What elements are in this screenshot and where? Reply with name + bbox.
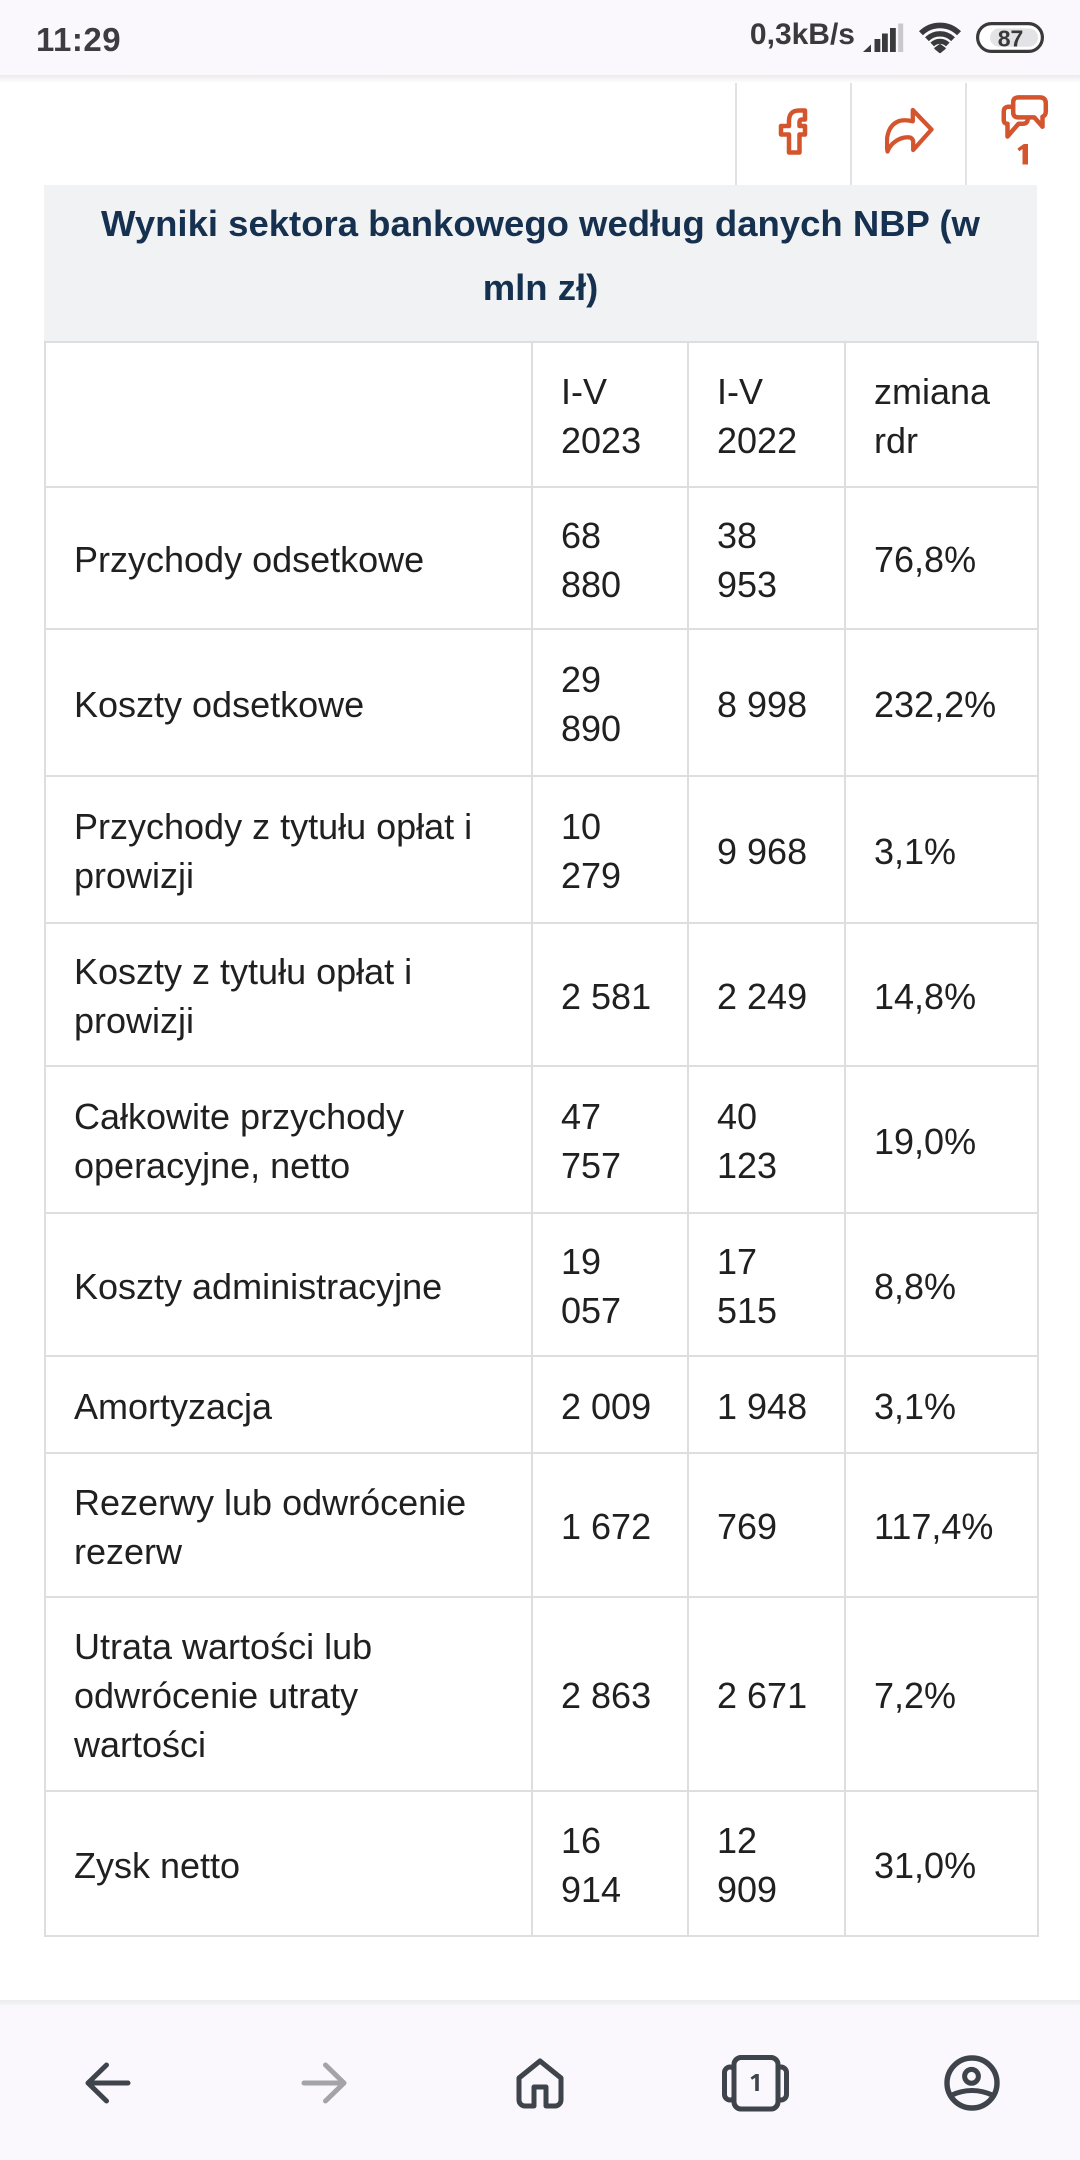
svg-text:87: 87 — [998, 26, 1024, 52]
